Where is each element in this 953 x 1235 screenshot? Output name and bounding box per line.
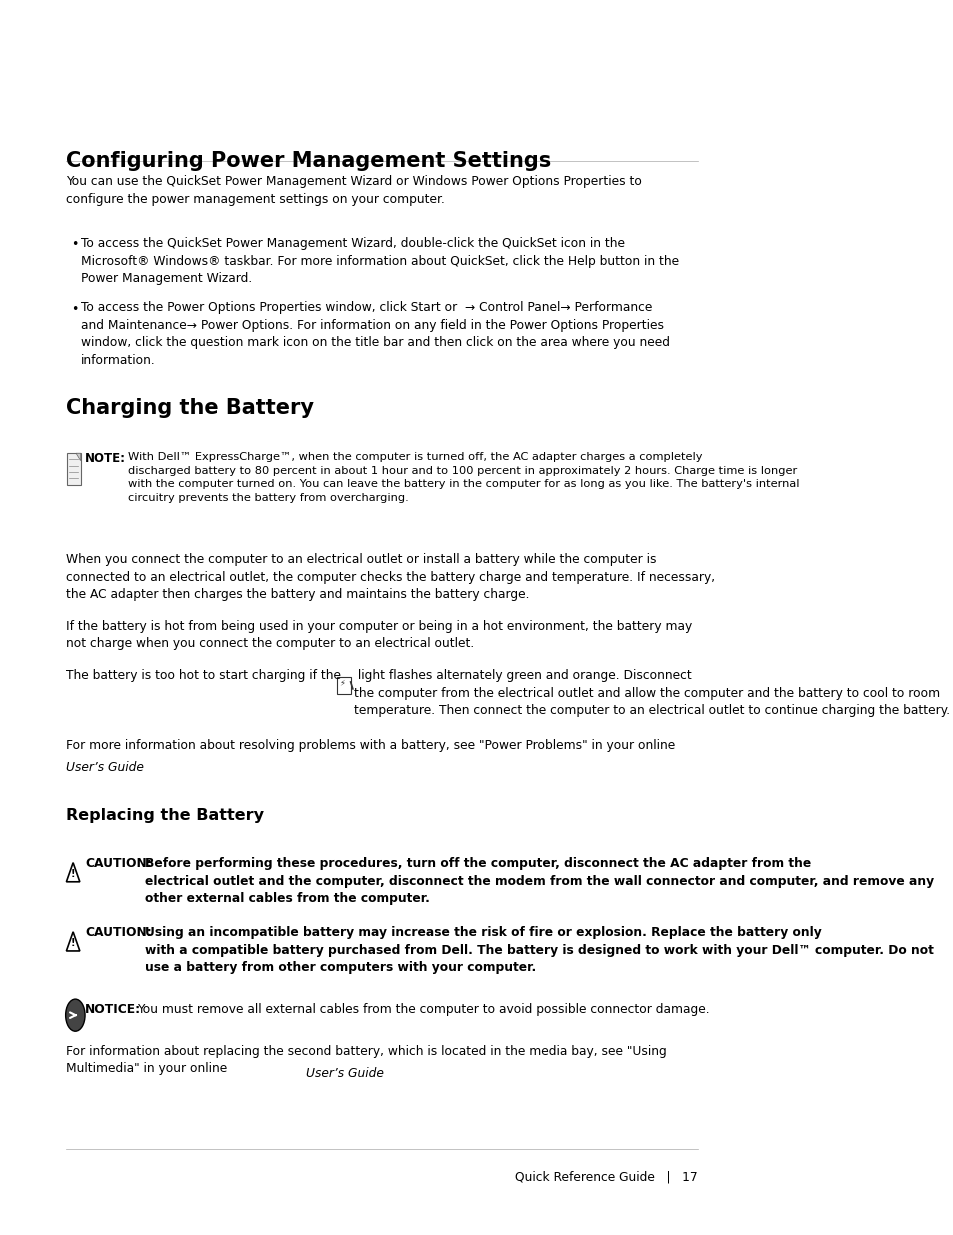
Text: Quick Reference Guide   |   17: Quick Reference Guide | 17 [515,1171,697,1184]
Text: •: • [71,303,78,316]
Circle shape [66,999,85,1031]
Text: To access the QuickSet Power Management Wizard, double-click the QuickSet icon i: To access the QuickSet Power Management … [80,237,678,285]
Text: ⚡: ⚡ [339,678,345,687]
Text: The battery is too hot to start charging if the: The battery is too hot to start charging… [66,669,344,683]
Text: NOTE:: NOTE: [85,452,126,466]
Text: You must remove all external cables from the computer to avoid possible connecto: You must remove all external cables from… [137,1003,709,1016]
Text: If the battery is hot from being used in your computer or being in a hot environ: If the battery is hot from being used in… [66,620,691,651]
Text: .: . [352,1067,355,1081]
Text: !: ! [71,939,75,948]
Text: .: . [120,761,124,774]
Text: With Dell™ ExpressCharge™, when the computer is turned off, the AC adapter charg: With Dell™ ExpressCharge™, when the comp… [128,452,799,503]
Text: User’s Guide: User’s Guide [306,1067,383,1081]
Text: You can use the QuickSet Power Management Wizard or Windows Power Options Proper: You can use the QuickSet Power Managemen… [66,175,640,206]
Text: CAUTION:: CAUTION: [85,926,152,940]
Text: Charging the Battery: Charging the Battery [66,398,314,417]
Polygon shape [67,453,80,485]
Text: NOTICE:: NOTICE: [85,1003,141,1016]
Text: User’s Guide: User’s Guide [66,761,143,774]
Text: To access the Power Options Properties window, click Start or  → Control Panel→ : To access the Power Options Properties w… [80,301,669,367]
Text: Before performing these procedures, turn off the computer, disconnect the AC ada: Before performing these procedures, turn… [145,857,933,905]
Text: When you connect the computer to an electrical outlet or install a battery while: When you connect the computer to an elec… [66,553,714,601]
Text: Using an incompatible battery may increase the risk of fire or explosion. Replac: Using an incompatible battery may increa… [145,926,933,974]
Text: For information about replacing the second battery, which is located in the medi: For information about replacing the seco… [66,1045,666,1076]
Text: Configuring Power Management Settings: Configuring Power Management Settings [66,151,550,170]
Text: !: ! [71,869,75,879]
Text: Replacing the Battery: Replacing the Battery [66,808,263,823]
Text: CAUTION:: CAUTION: [85,857,152,871]
Polygon shape [76,453,80,461]
Text: light flashes alternately green and orange. Disconnect
the computer from the ele: light flashes alternately green and oran… [354,669,949,718]
Text: For more information about resolving problems with a battery, see "Power Problem: For more information about resolving pro… [66,739,674,752]
Text: •: • [71,238,78,252]
